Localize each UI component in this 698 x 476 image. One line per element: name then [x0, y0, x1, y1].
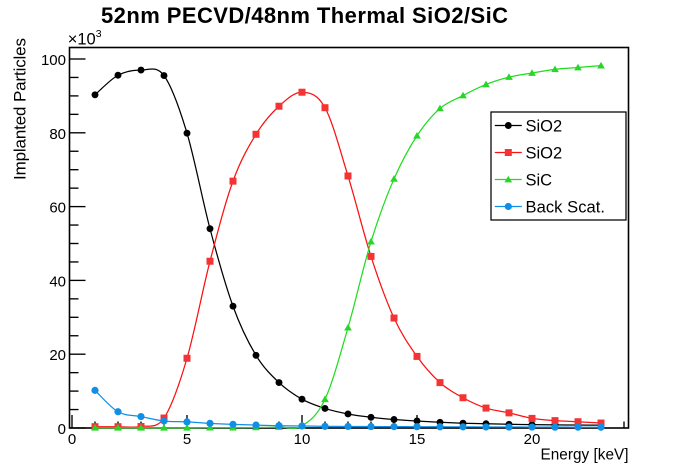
svg-text:80: 80	[49, 126, 66, 143]
svg-text:SiO2: SiO2	[526, 144, 563, 162]
svg-text:40: 40	[49, 273, 66, 290]
svg-text:SiC: SiC	[526, 171, 553, 189]
svg-text:Energy [keV]: Energy [keV]	[541, 447, 629, 464]
svg-text:15: 15	[409, 431, 426, 448]
svg-text:52nm PECVD/48nm Thermal SiO2/S: 52nm PECVD/48nm Thermal SiO2/SiC	[101, 3, 508, 28]
svg-text:0: 0	[58, 421, 66, 438]
svg-text:SiO2: SiO2	[526, 117, 563, 135]
svg-text:10: 10	[294, 431, 311, 448]
svg-text:×103: ×103	[68, 28, 102, 48]
svg-text:100: 100	[41, 52, 66, 69]
svg-text:20: 20	[49, 347, 66, 364]
svg-text:Back Scat.: Back Scat.	[526, 198, 606, 216]
svg-text:60: 60	[49, 200, 66, 217]
svg-text:20: 20	[524, 431, 541, 448]
svg-text:Implanted Particles: Implanted Particles	[11, 38, 30, 180]
svg-text:0: 0	[68, 431, 76, 448]
svg-text:5: 5	[183, 431, 191, 448]
